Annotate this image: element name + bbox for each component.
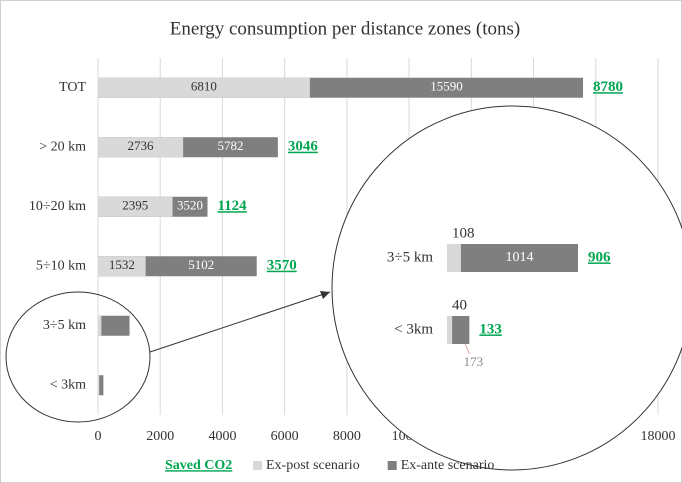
- x-tick-label: 4000: [208, 429, 236, 444]
- saved-label: 3570: [267, 258, 297, 274]
- zoom-arrow: [320, 291, 330, 299]
- inset-bar-ex-ante: [447, 244, 578, 272]
- y-tick-label: > 20 km: [39, 139, 86, 154]
- inset-category: < 3km: [394, 321, 433, 337]
- legend-label: Saved CO2: [165, 458, 232, 473]
- value-label: 2395: [122, 198, 148, 213]
- bar-ex-post: [98, 137, 184, 158]
- value-label: 5782: [218, 138, 244, 153]
- saved-label: 906: [588, 249, 611, 265]
- x-tick-label: 6000: [271, 429, 299, 444]
- zoom-connector: [149, 291, 331, 353]
- inset-bar-ex-post: [447, 244, 461, 272]
- x-tick-label: 8000: [333, 429, 361, 444]
- value-label: 173: [464, 354, 484, 369]
- value-label: 5102: [188, 257, 214, 272]
- saved-label: 133: [479, 321, 502, 337]
- value-label: 15590: [430, 79, 463, 94]
- bar-ex-post: [98, 375, 100, 396]
- y-tick-label: 3÷5 km: [43, 318, 86, 333]
- value-label: 1532: [109, 257, 135, 272]
- value-label: 1014: [505, 250, 533, 265]
- bars: TOT 6810 15590 8780 > 20 km 2736 5782 3046 10÷20…: [29, 77, 623, 396]
- legend-label: Ex-ante scenario: [401, 458, 495, 473]
- saved-label: 1124: [218, 198, 248, 214]
- inset-category: 3÷5 km: [387, 249, 433, 265]
- bar-ex-post: [98, 196, 173, 217]
- bar-ex-ante: [98, 315, 130, 336]
- y-tick-label: 10÷20 km: [29, 199, 86, 214]
- y-tick-label: < 3km: [50, 377, 86, 392]
- bar-ex-post: [98, 77, 310, 98]
- y-tick-label: 5÷10 km: [36, 258, 86, 273]
- value-label: 6810: [191, 79, 217, 94]
- value-label: 2736: [128, 138, 155, 153]
- saved-label: 3046: [288, 139, 319, 155]
- x-tick-label: 18000: [641, 429, 676, 444]
- bar-ex-ante: [98, 375, 104, 396]
- zoom-inset: [331, 105, 682, 471]
- legend-swatch: [387, 461, 397, 470]
- inset: 3÷5 km 108 1014 906 < 3km 40 173 133: [387, 225, 611, 369]
- x-tick-label: 2000: [146, 429, 174, 444]
- value-label: 40: [452, 297, 467, 313]
- inset-bar-ex-post: [447, 316, 453, 344]
- chart-title: Energy consumption per distance zones (t…: [170, 18, 521, 39]
- leader-line: [464, 343, 470, 355]
- bar-ex-post: [98, 256, 146, 277]
- inset-bar-ex-ante: [447, 316, 470, 344]
- x-tick-label: 0: [95, 429, 102, 444]
- bar-ex-post: [98, 315, 102, 336]
- value-label: 108: [452, 225, 475, 241]
- value-label: 3520: [177, 198, 203, 213]
- legend-swatch: [253, 461, 262, 470]
- legend: Saved CO2 Ex-post scenario Ex-ante scenari…: [165, 458, 494, 473]
- y-tick-label: TOT: [59, 80, 86, 95]
- legend-label: Ex-post scenario: [266, 458, 360, 473]
- zoom-source: [5, 291, 151, 423]
- saved-label: 8780: [593, 79, 623, 95]
